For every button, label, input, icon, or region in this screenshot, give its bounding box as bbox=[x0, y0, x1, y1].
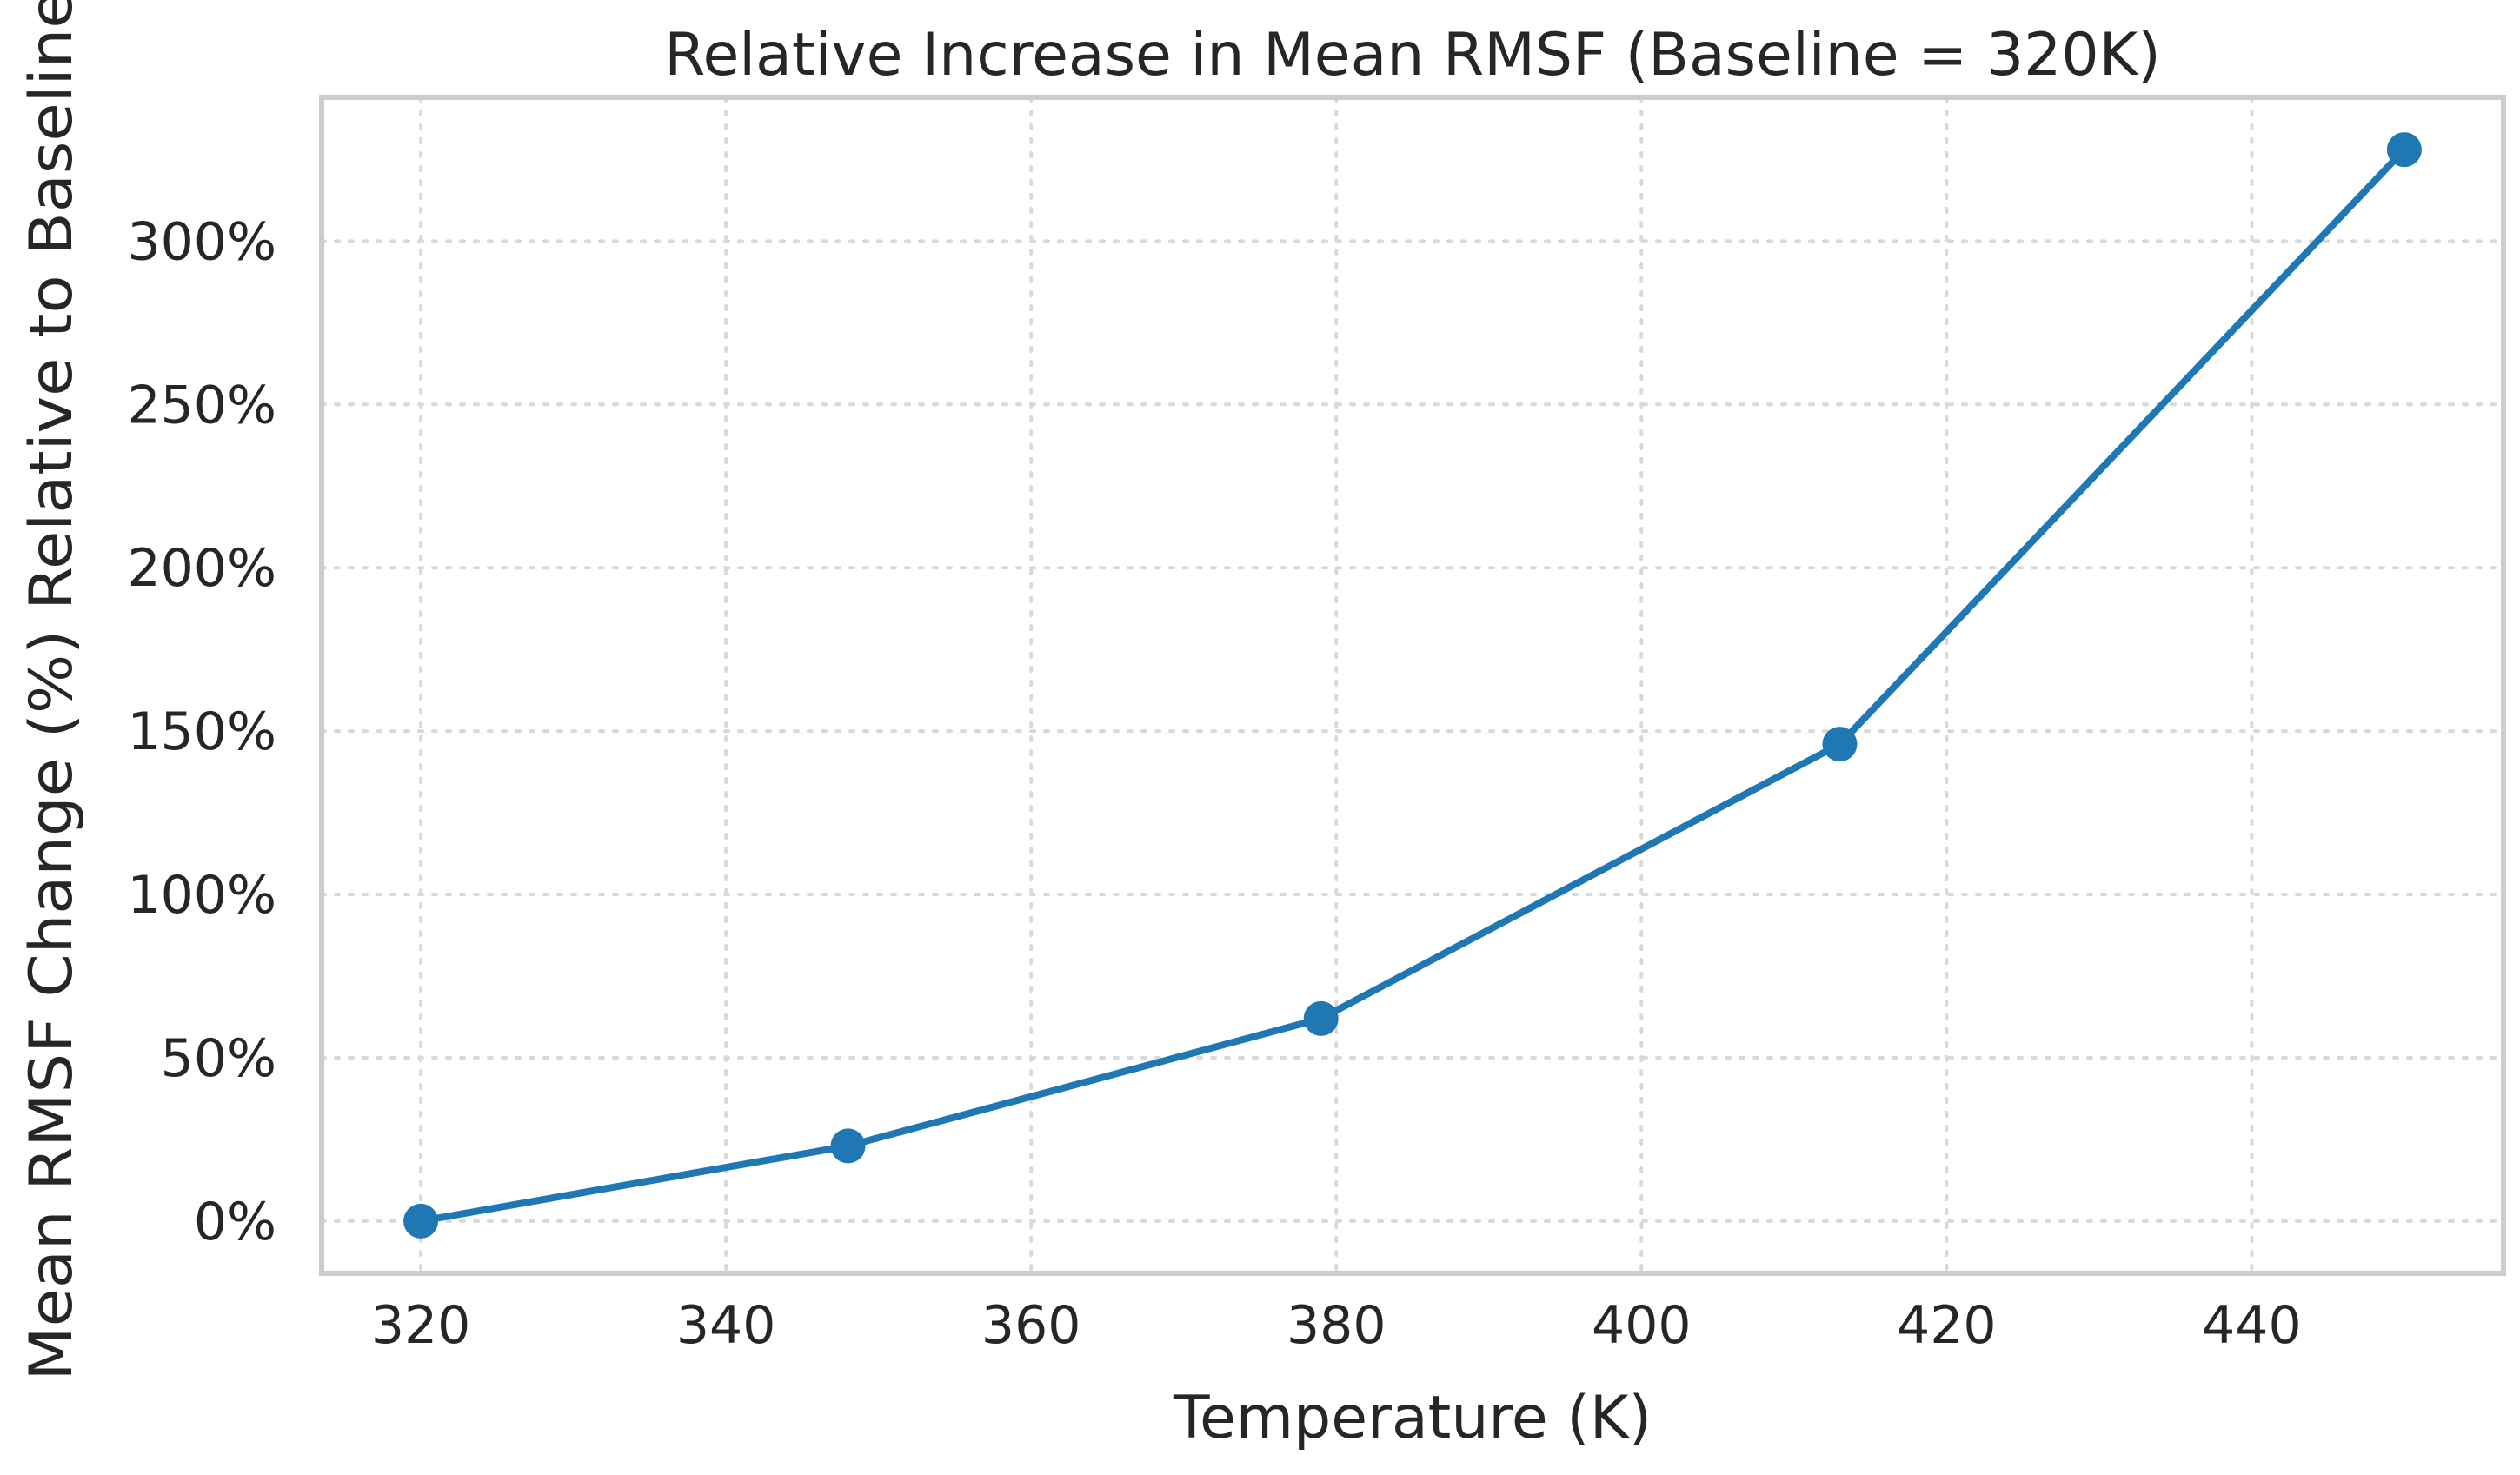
y-tick-label: 100% bbox=[127, 865, 276, 926]
x-tick-label: 360 bbox=[981, 1295, 1081, 1356]
chart-title: Relative Increase in Mean RMSF (Baseline… bbox=[664, 21, 2160, 90]
data-point bbox=[403, 1203, 439, 1239]
y-tick-label: 250% bbox=[127, 375, 276, 435]
data-point bbox=[2386, 132, 2422, 168]
x-tick-label: 320 bbox=[371, 1295, 471, 1356]
data-point bbox=[830, 1128, 866, 1164]
data-point bbox=[1822, 727, 1858, 762]
grid bbox=[320, 96, 2505, 1275]
x-tick-labels: 320 340 360 380 400 420 440 bbox=[371, 1295, 2302, 1356]
x-tick-label: 340 bbox=[676, 1295, 776, 1356]
y-tick-label: 150% bbox=[127, 701, 276, 762]
y-tick-label: 50% bbox=[161, 1028, 276, 1089]
y-tick-label: 0% bbox=[194, 1192, 276, 1252]
series-layer bbox=[403, 132, 2422, 1239]
plot-frame bbox=[319, 95, 2506, 1276]
y-axis-label: Mean RMSF Change (%) Relative to Baselin… bbox=[17, 0, 86, 1380]
y-tick-label: 200% bbox=[127, 538, 276, 599]
x-axis-label: Temperature (K) bbox=[1173, 1384, 1652, 1452]
data-point bbox=[1303, 1000, 1339, 1036]
series-line bbox=[417, 146, 2408, 1225]
y-tick-labels: 0% 50% 100% 150% 200% 250% 300% bbox=[127, 211, 276, 1252]
x-tick-label: 440 bbox=[2202, 1295, 2302, 1356]
y-tick-label: 300% bbox=[127, 211, 276, 272]
x-tick-label: 380 bbox=[1287, 1295, 1386, 1356]
x-tick-label: 420 bbox=[1897, 1295, 1997, 1356]
x-tick-label: 400 bbox=[1592, 1295, 1692, 1356]
